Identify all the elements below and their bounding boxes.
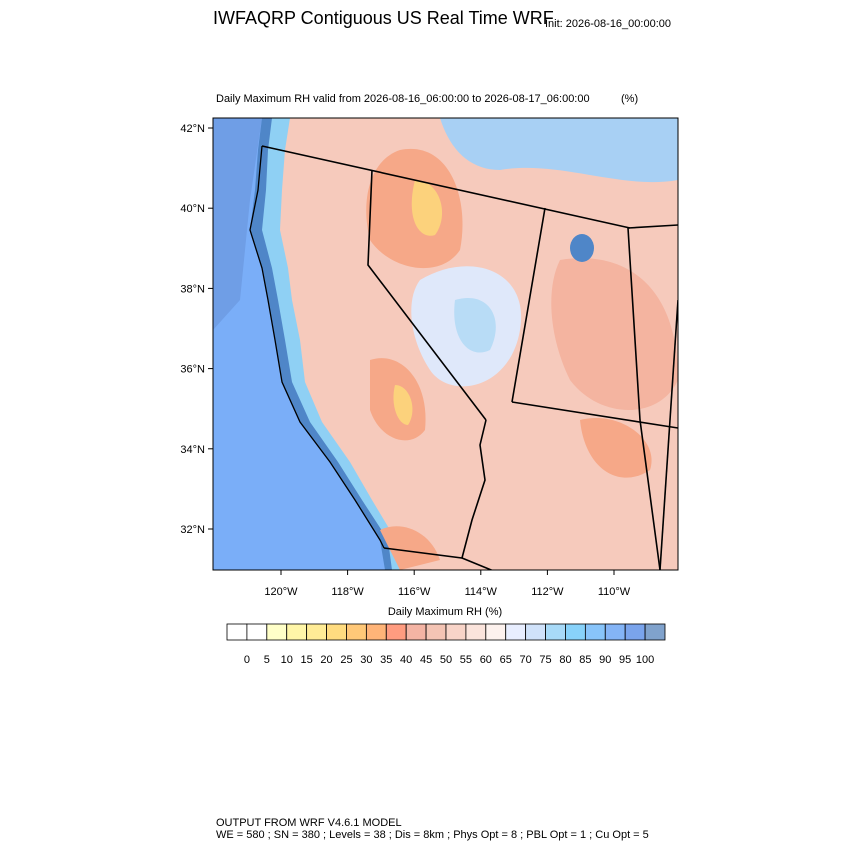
colorbar-label: 0 [244,654,250,666]
footer-line: WE = 580 ; SN = 380 ; Levels = 38 ; Dis … [216,829,649,841]
colorbar-box [326,623,347,641]
map-ticks: 42°N 40°N 38°N 36°N 34°N 32°N 120°W 118°W 116°W 1… [180,123,630,598]
lon-label: 116°W [398,586,431,598]
dry-area [580,418,652,478]
footer-line: OUTPUT FROM WRF V4.6.1 MODEL [216,817,402,829]
coastline [249,145,385,549]
colorbar-box [365,623,387,641]
lat-label: 40°N [180,203,205,215]
colorbar-box [246,623,268,641]
colorbar-box [545,623,566,641]
colorbar-box [465,623,487,641]
colorbar-label: 85 [579,654,591,666]
map-subtitle: Daily Maximum RH valid from 2026-08-16_0… [216,93,590,105]
dry-area [551,258,678,410]
colorbar-box [266,623,288,641]
colorbar-label: 35 [380,654,392,666]
colorbar-label: 25 [340,654,352,666]
init-time: Init: 2026-08-16_00:00:00 [545,18,671,30]
colorbar-label: 100 [636,654,654,666]
colorbar-box [485,623,507,641]
colorbar-box [405,623,427,641]
colorbar-box [346,623,367,641]
colorbar-label: 50 [440,654,452,666]
lake [570,234,594,262]
colorbar-label: 15 [301,654,313,666]
lon-label: 120°W [264,586,298,598]
colorbar-label: 60 [480,654,492,666]
colorbar: 0 5 10 15 20 25 30 35 40 45 50 55 60 65 70 75 80 85 90 95 10… [226,623,666,666]
colorbar-label: 10 [281,654,293,666]
map-units: (%) [621,93,638,105]
colorbar-box [525,623,546,641]
very-dry-area [411,180,443,236]
colorbar-label: 90 [599,654,611,666]
colorbar-box [565,623,586,641]
colorbar-box [604,623,626,641]
lat-label: 34°N [180,444,205,456]
colorbar-box [306,623,327,641]
very-dry-area [393,385,413,425]
ocean-shade [213,118,262,330]
colorbar-box [584,623,606,641]
colorbar-box [385,623,407,641]
colorbar-label: 55 [460,654,472,666]
lon-label: 118°W [331,586,364,598]
colorbar-label: 40 [400,654,412,666]
lon-label: 110°W [598,586,631,598]
lat-label: 36°N [180,364,205,376]
moist-area [454,298,496,353]
colorbar-label: 30 [360,654,372,666]
colorbar-box [644,623,666,641]
colorbar-box [505,623,527,641]
colorbar-label: 45 [420,654,432,666]
title: IWFAQRP Contiguous US Real Time WRF [213,8,554,28]
map-frame [212,117,679,571]
colorbar-label: 75 [539,654,551,666]
colorbar-label: 65 [500,654,512,666]
lon-label: 112°W [531,586,564,598]
colorbar-title: Daily Maximum RH (%) [388,606,502,618]
colorbar-box [286,623,308,641]
lon-label: 114°W [465,586,498,598]
moist-area [440,118,678,183]
colorbar-box [226,623,248,641]
colorbar-label: 5 [264,654,270,666]
map: 42°N 40°N 38°N 36°N 34°N 32°N 120°W 118°W 116°W 1… [180,117,679,598]
colorbar-label: 20 [320,654,332,666]
lat-label: 32°N [180,524,205,536]
state-borders [261,145,678,570]
colorbar-label: 95 [619,654,631,666]
colorbar-box [624,623,646,641]
colorbar-box [445,623,467,641]
colorbar-label: 80 [559,654,571,666]
lat-label: 42°N [180,123,205,135]
colorbar-box [425,623,447,641]
colorbar-label: 70 [520,654,532,666]
lat-label: 38°N [180,283,205,295]
dry-area [380,526,440,570]
